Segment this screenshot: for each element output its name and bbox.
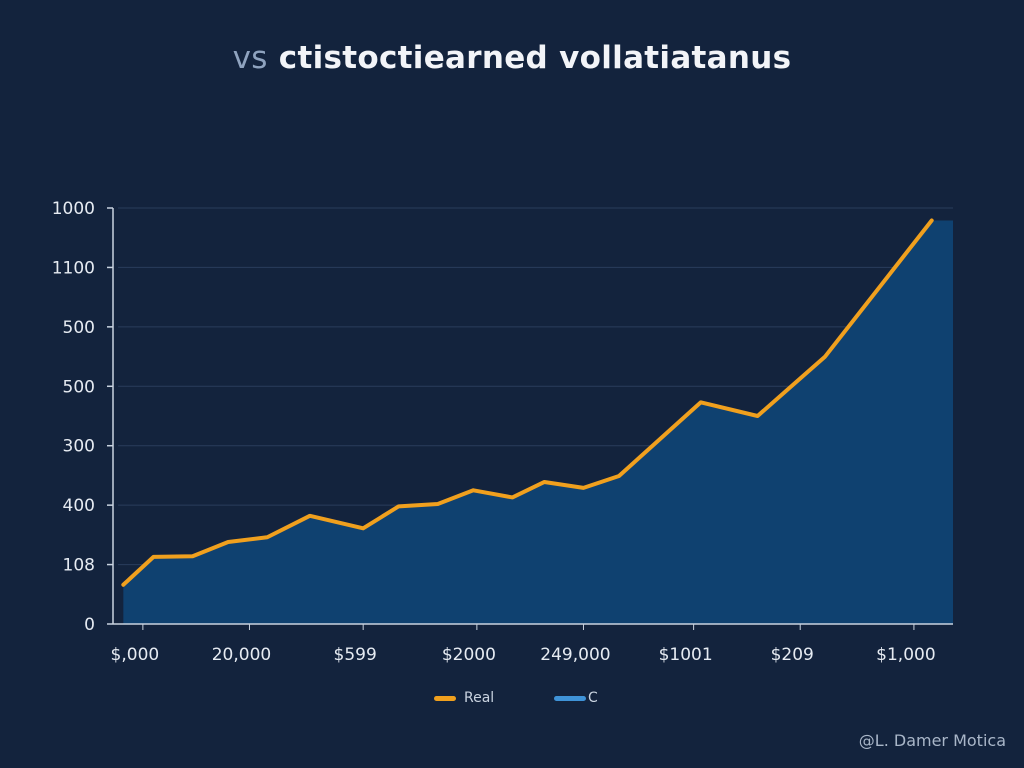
chart-title-main: ctistoctiearned vollatiatanus bbox=[278, 40, 792, 76]
y-tick-label: 1000 bbox=[52, 199, 95, 219]
y-tick-label: 300 bbox=[63, 437, 95, 457]
credit-text: @L. Damer Motica bbox=[858, 731, 1006, 750]
x-tick-label: 249,000 bbox=[540, 645, 610, 665]
x-tick-label: $2000 bbox=[442, 645, 496, 665]
legend-label-c: C bbox=[588, 690, 598, 706]
y-tick-label: 108 bbox=[63, 556, 95, 576]
y-tick-label: 1100 bbox=[52, 258, 95, 278]
legend-swatch-real bbox=[434, 695, 456, 701]
x-tick-label: $209 bbox=[771, 645, 814, 665]
x-tick-label: 20,000 bbox=[212, 645, 271, 665]
x-tick-label: $,000 bbox=[111, 645, 160, 665]
x-tick-label: $1001 bbox=[659, 645, 713, 665]
legend-swatch-c bbox=[554, 695, 586, 701]
line-real bbox=[121, 218, 934, 587]
area-fill-c bbox=[123, 220, 954, 625]
x-tick-label: $1,000 bbox=[876, 645, 935, 665]
legend-label-real: Real bbox=[464, 690, 495, 706]
y-tick-label: 500 bbox=[63, 318, 95, 338]
x-tick-label: $599 bbox=[334, 645, 377, 665]
chart-title-prefix: vs bbox=[232, 40, 268, 76]
y-tick-label: 500 bbox=[63, 377, 95, 397]
legend-item-c: C bbox=[554, 690, 598, 706]
chart-title: vs ctistoctiearned vollatiatanus bbox=[0, 40, 1024, 76]
y-tick-label: 400 bbox=[63, 496, 95, 516]
y-tick-label: 0 bbox=[84, 615, 95, 635]
legend-item-real: Real bbox=[434, 690, 494, 706]
